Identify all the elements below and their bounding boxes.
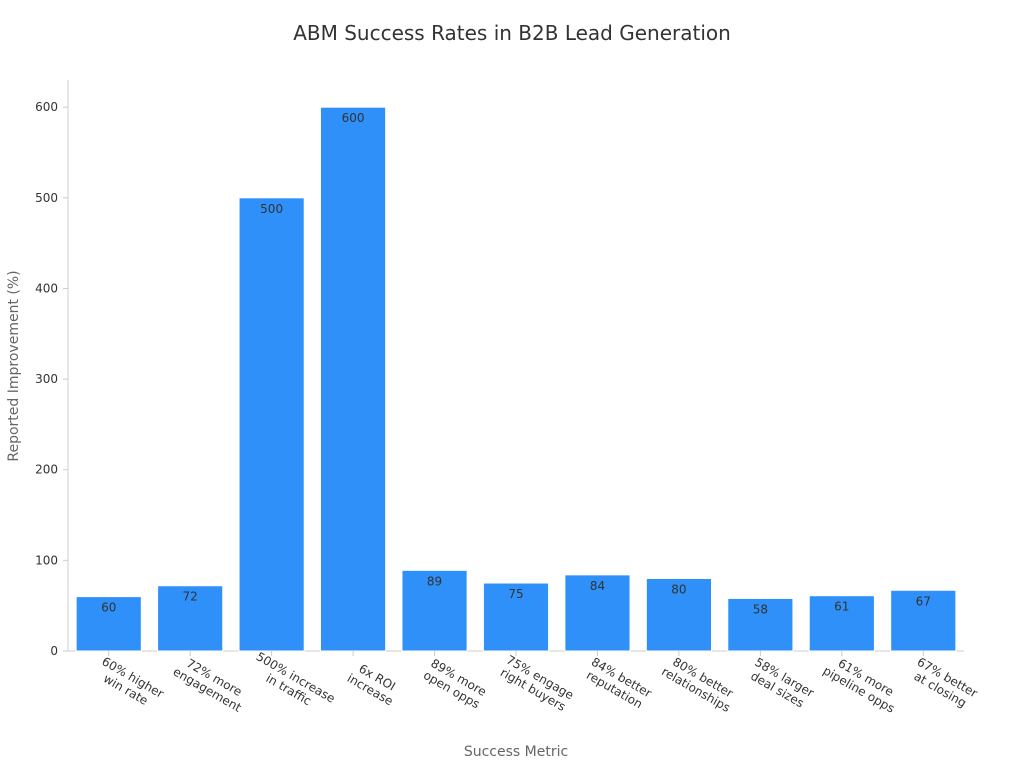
bar bbox=[482, 582, 550, 652]
y-tick-label: 400 bbox=[35, 281, 58, 295]
x-tick-label: 61% morepipeline opps bbox=[821, 651, 904, 715]
y-tick-label: 500 bbox=[35, 191, 58, 205]
bar bbox=[238, 197, 305, 652]
value-label: 67 bbox=[916, 594, 931, 608]
bar bbox=[157, 585, 224, 652]
bar bbox=[401, 569, 468, 652]
bar bbox=[890, 589, 957, 652]
bar bbox=[727, 597, 794, 652]
chart-title: ABM Success Rates in B2B Lead Generation bbox=[293, 21, 731, 45]
value-label: 80 bbox=[671, 582, 686, 596]
value-label: 60 bbox=[101, 601, 116, 615]
x-tick-label: 89% moreopen opps bbox=[421, 656, 489, 712]
x-tick-label: 6x ROIincrease bbox=[345, 659, 403, 709]
x-tick-label: 67% betterat closing bbox=[908, 655, 980, 713]
y-tick-label: 300 bbox=[35, 372, 58, 386]
x-tick-label: 60% higherwin rate bbox=[92, 654, 166, 713]
x-tick-label: 75% engageright buyers bbox=[497, 653, 576, 715]
bar bbox=[320, 106, 387, 652]
bar bbox=[645, 577, 712, 652]
y-tick-label: 200 bbox=[35, 463, 58, 477]
value-label: 58 bbox=[753, 602, 768, 616]
x-tick-label: 72% moreengagement bbox=[171, 652, 251, 715]
x-tick-label: 80% betterrelationships bbox=[659, 652, 740, 715]
value-label: 500 bbox=[260, 202, 283, 216]
bar bbox=[808, 595, 875, 652]
x-tick-label: 84% betterreputation bbox=[582, 655, 654, 713]
bar bbox=[75, 596, 142, 652]
x-tick-label: 58% largerdeal sizes bbox=[745, 655, 816, 712]
y-tick-label: 0 bbox=[50, 644, 58, 658]
value-label: 61 bbox=[834, 600, 849, 614]
value-label: 75 bbox=[508, 587, 523, 601]
value-label: 600 bbox=[342, 111, 365, 125]
x-tick-label: 500% increasein traffic bbox=[247, 649, 338, 718]
y-tick-label: 100 bbox=[35, 553, 58, 567]
y-axis-title: Reported Improvement (%) bbox=[6, 270, 22, 461]
value-label: 89 bbox=[427, 574, 442, 588]
x-axis-title: Success Metric bbox=[464, 744, 568, 760]
y-tick-label: 600 bbox=[35, 100, 58, 114]
value-label: 72 bbox=[183, 590, 198, 604]
value-label: 84 bbox=[590, 579, 605, 593]
